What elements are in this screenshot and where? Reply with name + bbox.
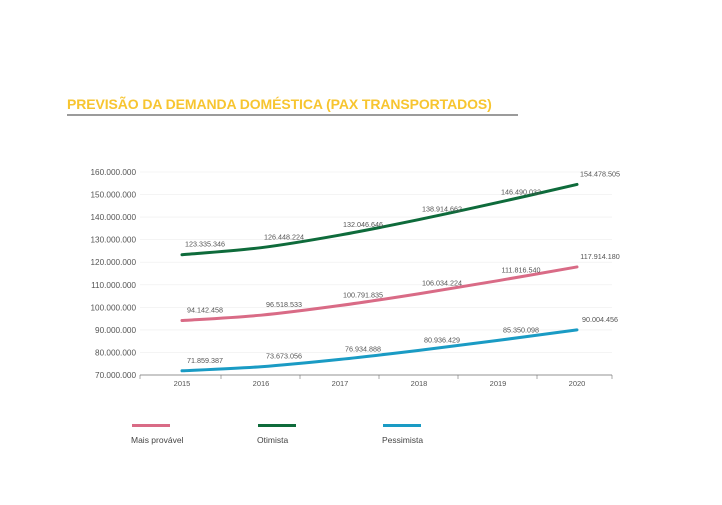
data-label: 90.004.456 xyxy=(582,315,618,324)
series-line-mais-provavel xyxy=(180,265,579,323)
data-labels: 94.142.458 96.518.533 100.791.835 106.034.2… xyxy=(185,169,620,364)
series-line-otimista xyxy=(180,182,579,257)
data-label: 126.448.224 xyxy=(264,233,304,242)
data-label: 132.046.646 xyxy=(343,220,383,229)
y-tick-label: 140.000.000 xyxy=(90,213,136,222)
legend-label: Pessimista xyxy=(382,435,424,445)
y-tick-label: 150.000.000 xyxy=(90,191,136,200)
x-tick-label: 2017 xyxy=(332,379,349,388)
title-underline xyxy=(67,114,518,116)
data-label: 117.914.180 xyxy=(580,252,619,261)
data-label: 73.673.056 xyxy=(266,352,302,361)
y-tick-label: 160.000.000 xyxy=(90,168,136,177)
y-tick-label: 80.000.000 xyxy=(95,348,136,357)
series-lines xyxy=(180,182,579,373)
data-label: 85.350.098 xyxy=(503,325,539,334)
y-tick-label: 70.000.000 xyxy=(95,371,136,380)
data-label: 80.936.429 xyxy=(424,335,460,344)
x-axis: 2015 2016 2017 2018 2019 2020 xyxy=(139,374,613,388)
chart-title: PREVISÃO DA DEMANDA DOMÉSTICA (PAX TRANS… xyxy=(67,96,492,112)
data-label: 76.934.888 xyxy=(345,344,381,353)
legend-label: Otimista xyxy=(257,435,289,445)
x-tick-label: 2018 xyxy=(411,379,428,388)
x-tick-label: 2020 xyxy=(569,379,586,388)
legend-swatch xyxy=(132,424,170,427)
data-label: 100.791.835 xyxy=(343,291,383,300)
data-label: 111.816.540 xyxy=(502,266,541,275)
legend-item: Otimista xyxy=(257,424,296,445)
y-tick-label: 90.000.000 xyxy=(95,326,136,335)
grid xyxy=(140,171,612,353)
x-tick-label: 2015 xyxy=(174,379,191,388)
y-tick-label: 110.000.000 xyxy=(91,281,136,290)
legend-label: Mais provável xyxy=(131,435,184,445)
data-label: 146.490.032 xyxy=(501,187,541,196)
data-label: 106.034.224 xyxy=(422,279,462,288)
legend-swatch xyxy=(383,424,421,427)
y-axis-ticks: 70.000.000 80.000.000 90.000.000 100.000.00… xyxy=(90,168,136,380)
series-line-pessimista xyxy=(180,328,579,373)
y-tick-label: 130.000.000 xyxy=(90,236,136,245)
data-label: 71.859.387 xyxy=(187,356,223,365)
data-label: 94.142.458 xyxy=(187,306,223,315)
x-tick-label: 2019 xyxy=(490,379,507,388)
legend-swatch xyxy=(258,424,296,427)
legend-item: Mais provável xyxy=(131,424,183,445)
x-tick-label: 2016 xyxy=(253,379,270,388)
legend-item: Pessimista xyxy=(382,424,423,445)
y-tick-label: 100.000.000 xyxy=(90,303,136,312)
data-label: 154.478.505 xyxy=(580,169,620,178)
data-label: 96.518.533 xyxy=(266,300,302,309)
data-label: 138.914.662 xyxy=(422,205,462,214)
data-label: 123.335.346 xyxy=(185,240,225,249)
y-tick-label: 120.000.000 xyxy=(90,258,136,267)
